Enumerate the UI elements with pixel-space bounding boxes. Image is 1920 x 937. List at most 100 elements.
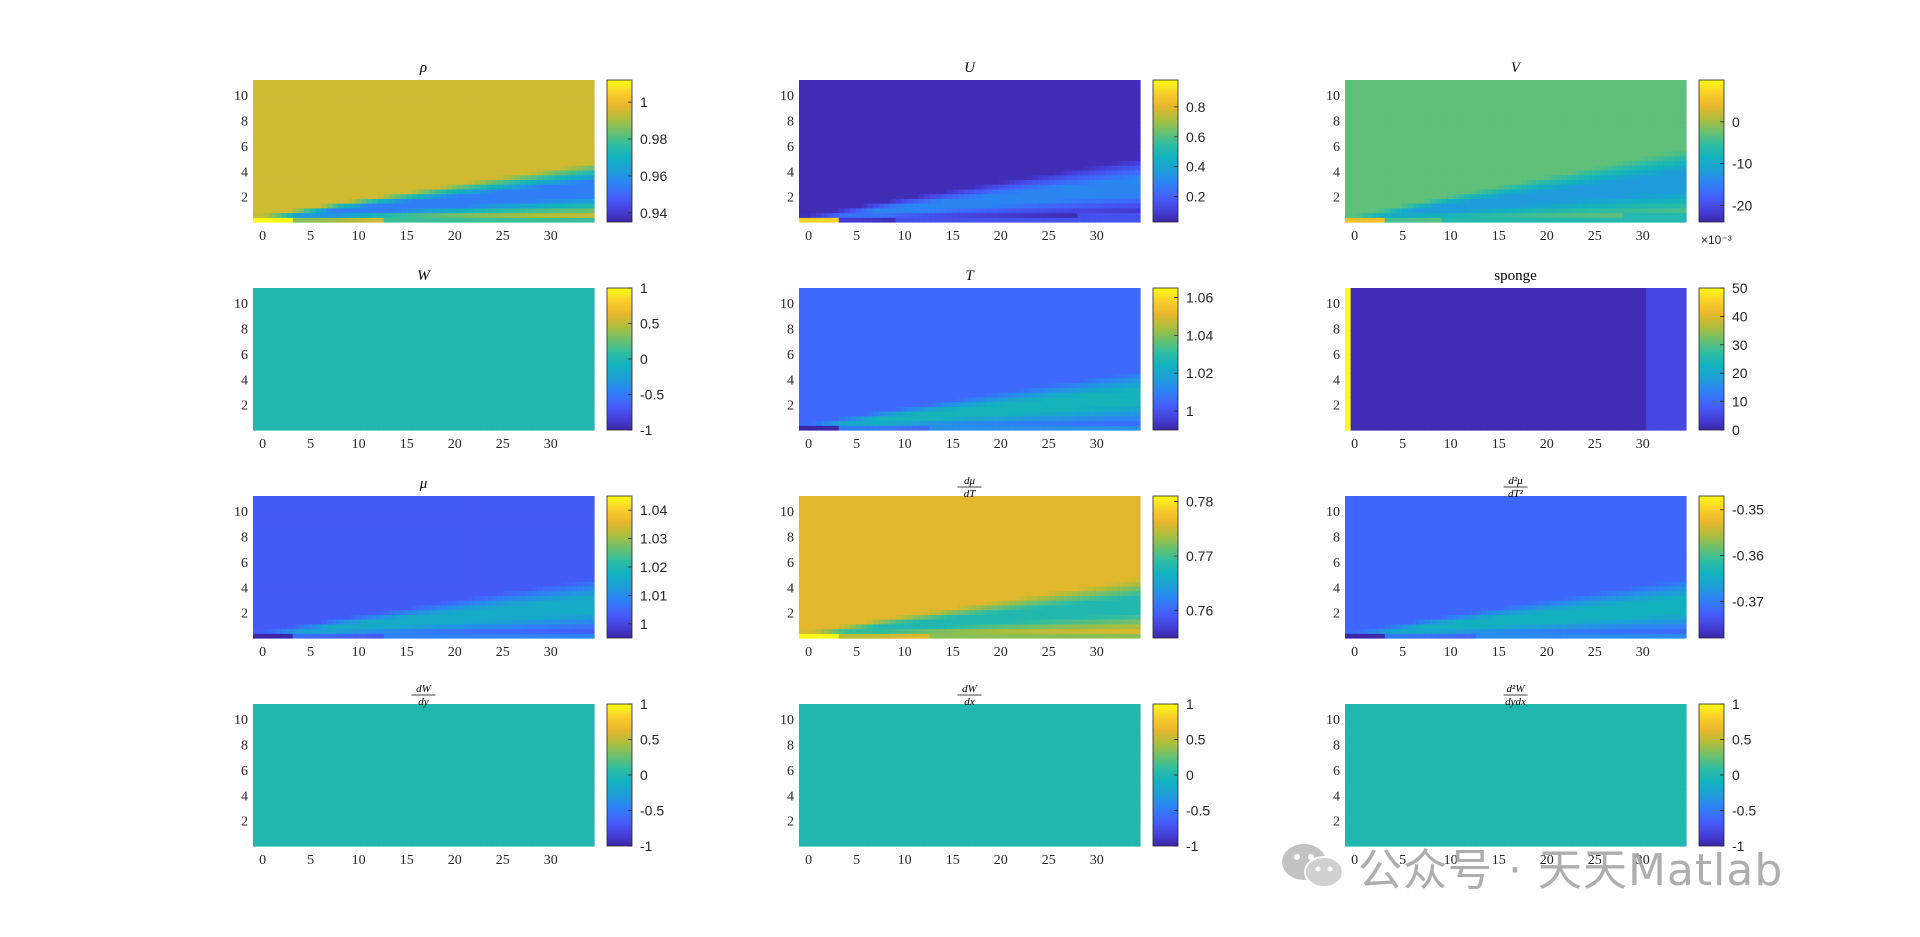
heatmap-cell xyxy=(1060,80,1067,86)
heatmap-cell xyxy=(1566,108,1573,114)
heatmap-cell xyxy=(895,179,902,185)
heatmap-cell xyxy=(1014,155,1022,162)
heatmap-cell xyxy=(554,184,561,190)
heatmap-cell xyxy=(958,117,965,124)
heatmap-cell xyxy=(514,84,521,91)
heatmap-cell xyxy=(1566,165,1573,171)
heatmap-cell xyxy=(412,207,419,214)
heatmap-cell xyxy=(1032,108,1039,114)
heatmap-cell xyxy=(1447,108,1454,114)
heatmap-cell xyxy=(1560,165,1568,171)
heatmap-cell xyxy=(1401,113,1409,119)
heatmap-cell xyxy=(531,108,538,114)
heatmap-cell xyxy=(400,174,408,180)
heatmap-cell xyxy=(918,174,925,180)
heatmap-cell xyxy=(1509,151,1517,157)
heatmap-cell xyxy=(935,94,942,100)
heatmap-cell xyxy=(298,122,305,128)
heatmap-cell xyxy=(901,160,908,166)
heatmap-cell xyxy=(1515,217,1522,223)
heatmap-cell xyxy=(321,174,328,180)
heatmap-cell xyxy=(1014,188,1022,195)
heatmap-cell xyxy=(895,203,902,209)
heatmap-cell xyxy=(1356,127,1363,133)
heatmap-cell xyxy=(1413,122,1420,128)
heatmap-cell xyxy=(497,98,504,105)
heatmap-cell xyxy=(1424,122,1431,128)
heatmap-cell xyxy=(264,146,271,152)
heatmap-cell xyxy=(1470,174,1477,180)
heatmap-cell xyxy=(503,141,510,147)
heatmap-cell xyxy=(1521,103,1528,109)
heatmap-cell xyxy=(508,151,516,157)
heatmap-cell xyxy=(855,94,863,100)
heatmap-cell xyxy=(1134,84,1141,91)
heatmap-cell xyxy=(1583,89,1590,95)
heatmap-cell xyxy=(1430,212,1437,218)
heatmap-cell xyxy=(1549,193,1556,199)
heatmap-cell xyxy=(1407,141,1414,147)
heatmap-cell xyxy=(1390,212,1397,218)
heatmap-cell xyxy=(400,160,408,166)
heatmap-cell xyxy=(1492,155,1500,162)
heatmap-cell xyxy=(1526,169,1534,176)
heatmap-cell xyxy=(1526,98,1534,105)
heatmap-cell xyxy=(275,103,283,109)
heatmap-cell xyxy=(941,108,948,114)
heatmap-cell xyxy=(1122,169,1130,176)
heatmap-cell xyxy=(406,108,413,114)
heatmap-cell xyxy=(884,193,891,199)
heatmap-cell xyxy=(969,141,976,147)
heatmap-cell xyxy=(434,184,442,190)
heatmap-cell xyxy=(1526,207,1534,214)
heatmap-cell xyxy=(287,132,294,138)
heatmap-cell xyxy=(1111,198,1118,204)
heatmap-cell xyxy=(1464,184,1471,190)
heatmap-cell xyxy=(884,174,891,180)
heatmap-cell xyxy=(821,136,829,143)
heatmap-cell xyxy=(451,155,459,162)
heatmap-cell xyxy=(343,174,351,180)
heatmap-cell xyxy=(1362,184,1369,190)
heatmap-cell xyxy=(525,113,533,119)
heatmap-cell xyxy=(1026,84,1033,91)
heatmap-cell xyxy=(275,127,283,133)
heatmap-cell xyxy=(366,179,373,185)
heatmap-cell xyxy=(355,108,362,114)
heatmap-cell xyxy=(491,203,498,209)
heatmap-cell xyxy=(1026,212,1033,218)
heatmap-cell xyxy=(264,179,271,185)
heatmap-cell xyxy=(1134,184,1141,190)
heatmap-cell xyxy=(1117,146,1124,152)
heatmap-cell xyxy=(1356,103,1363,109)
heatmap-cell xyxy=(1384,217,1392,223)
heatmap-cell xyxy=(975,146,982,152)
heatmap-cell xyxy=(1475,108,1482,114)
heatmap-cell xyxy=(1452,132,1460,138)
heatmap-cell xyxy=(906,217,914,223)
heatmap-cell xyxy=(1521,217,1528,223)
heatmap-cell xyxy=(491,98,498,105)
heatmap-cell xyxy=(895,141,902,147)
heatmap-cell xyxy=(997,174,1005,180)
heatmap-cell xyxy=(1037,169,1044,176)
heatmap-cell xyxy=(1373,198,1380,204)
heatmap-cell xyxy=(343,188,351,195)
heatmap-cell xyxy=(343,89,351,95)
heatmap-cell xyxy=(872,198,880,204)
heatmap-cell xyxy=(1549,84,1556,91)
heatmap-cell xyxy=(417,108,425,114)
heatmap-cell xyxy=(1014,146,1022,152)
heatmap-cell xyxy=(1049,212,1056,218)
heatmap-cell xyxy=(1543,127,1551,133)
heatmap-cell xyxy=(508,198,516,204)
heatmap-cell xyxy=(287,203,294,209)
heatmap-cell xyxy=(1435,113,1443,119)
heatmap-cell xyxy=(582,188,589,195)
heatmap-cell xyxy=(372,146,379,152)
heatmap-cell xyxy=(525,179,533,185)
heatmap-cell xyxy=(554,136,561,143)
heatmap-cell xyxy=(548,117,555,124)
heatmap-cell xyxy=(1430,207,1437,214)
heatmap-cell xyxy=(1077,103,1084,109)
